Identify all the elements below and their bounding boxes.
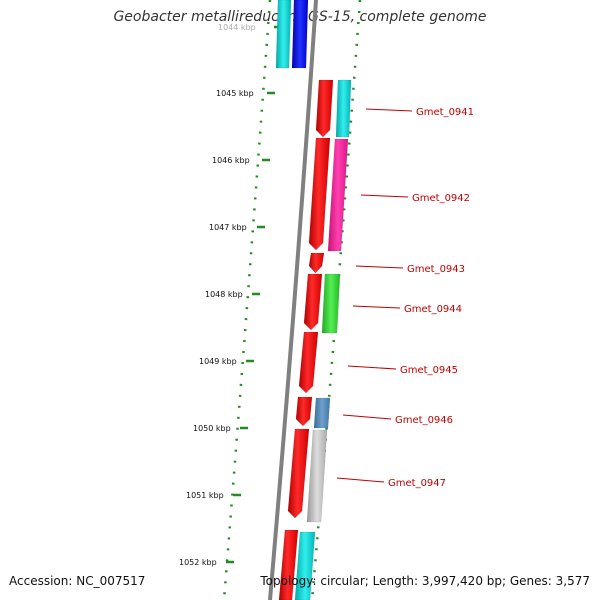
gene-arrow-red[interactable] <box>308 137 331 251</box>
gene-leader-line <box>355 265 404 269</box>
gene-arrow-red[interactable] <box>295 396 313 427</box>
gene-arrow-red[interactable] <box>308 252 325 274</box>
gene-labels: Gmet_0941 Gmet_0942 Gmet_0943 Gmet_0944 Gmet… <box>336 107 474 489</box>
outer-ring-left <box>222 0 272 600</box>
gene-label-gmet-0946[interactable]: Gmet_0946 <box>395 415 453 426</box>
gene-feature-cyan[interactable] <box>275 0 292 69</box>
gene-label-gmet-0942[interactable]: Gmet_0942 <box>412 193 470 204</box>
gene-feature-red[interactable] <box>278 529 299 600</box>
gene-feature-gray[interactable] <box>306 429 328 523</box>
kbp-label: 1048 kbp <box>205 290 243 299</box>
gene-leader-line <box>336 477 385 483</box>
kbp-label: 1045 kbp <box>216 89 254 98</box>
gene-leader-line <box>352 305 401 309</box>
gene-feature-cyan[interactable] <box>294 531 316 600</box>
gene-arrow-red[interactable] <box>315 79 334 138</box>
gene-leader-line <box>365 108 413 112</box>
gene-feature-cyan[interactable] <box>335 79 352 138</box>
gene-arrow-red[interactable] <box>298 331 319 394</box>
topology-summary: Topology: circular; Length: 3,997,420 bp… <box>260 574 590 588</box>
kbp-label: 1047 kbp <box>209 223 247 232</box>
gene-arrow-red[interactable] <box>303 273 323 331</box>
kbp-label: 1044 kbp <box>218 23 256 32</box>
gene-arrow-red[interactable] <box>287 428 310 519</box>
gene-feature-steelblue[interactable] <box>313 397 331 429</box>
genome-backbone <box>268 0 318 600</box>
accession-text: Accession: NC_007517 <box>9 574 146 588</box>
gene-feature-blue[interactable] <box>291 0 309 69</box>
kbp-label: 1046 kbp <box>212 156 250 165</box>
gene-label-gmet-0947[interactable]: Gmet_0947 <box>388 478 446 489</box>
kbp-label: 1049 kbp <box>199 357 237 366</box>
gene-leader-line <box>347 365 397 370</box>
gene-label-gmet-0944[interactable]: Gmet_0944 <box>404 304 462 315</box>
gene-label-gmet-0941[interactable]: Gmet_0941 <box>416 107 474 118</box>
gene-label-gmet-0945[interactable]: Gmet_0945 <box>400 365 458 376</box>
kbp-label: 1052 kbp <box>179 558 217 567</box>
gene-label-gmet-0943[interactable]: Gmet_0943 <box>407 264 465 275</box>
kbp-label: 1050 kbp <box>193 424 231 433</box>
gene-feature-green[interactable] <box>321 273 341 334</box>
gene-features <box>275 0 352 600</box>
gene-leader-line <box>360 194 409 198</box>
gene-leader-line <box>342 414 392 420</box>
kbp-label: 1051 kbp <box>186 491 224 500</box>
kbp-scale: 1044 kbp 1045 kbp 1046 kbp 1047 kbp 1048 kbp… <box>179 23 282 567</box>
gene-feature-magenta[interactable] <box>327 138 349 252</box>
